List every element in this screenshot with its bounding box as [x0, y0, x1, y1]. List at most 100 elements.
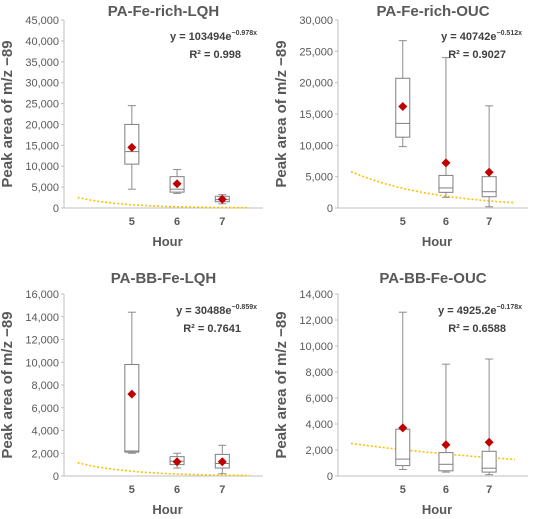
x-axis-label: Hour — [152, 234, 182, 249]
y-tick-label: 45,000 — [25, 15, 59, 27]
y-axis-label: Peak area of m/z −89 — [0, 40, 16, 187]
mean-marker — [398, 423, 408, 433]
y-axis-label: Peak area of m/z −89 — [0, 311, 16, 458]
mean-marker — [398, 101, 408, 111]
x-axis-label: Hour — [422, 502, 452, 517]
y-tick-label: 10,000 — [299, 341, 333, 353]
y-tick-label: 40,000 — [25, 36, 59, 48]
box-6 — [438, 363, 454, 473]
trendline-equation: y = 30488e−0.859x — [176, 304, 257, 317]
y-tick-label: 0 — [53, 203, 59, 215]
equation-base: y = 30488e — [176, 305, 231, 317]
y-tick-label: 4,000 — [305, 419, 333, 431]
box-iqr — [395, 428, 411, 467]
r-squared: R² = 0.998 — [189, 49, 241, 61]
box-iqr — [124, 364, 140, 453]
box-6 — [438, 57, 454, 198]
trendline-equation: y = 103494e−0.978x — [170, 30, 257, 43]
box-7 — [214, 444, 230, 475]
chart-panel-3: PA-BB-Fe-LQH Peak area of m/z −89 0 2,000 4,… — [0, 270, 263, 517]
trendline — [77, 196, 250, 209]
y-tick-label: 8,000 — [31, 380, 59, 392]
equation-exponent: −0.978x — [232, 30, 258, 37]
y-tick-label: 6,000 — [305, 393, 333, 405]
mean-marker — [172, 457, 182, 467]
y-tick-label: 0 — [53, 471, 59, 483]
y-tick-label: 8,000 — [305, 367, 333, 379]
chart-panel-2: PA-Fe-rich-OUC Peak area of m/z −89 0 5,000… — [273, 3, 528, 249]
box-5 — [395, 40, 411, 148]
box-7 — [214, 194, 230, 205]
y-tick-label: 2,000 — [31, 448, 59, 460]
y-tick-label: 6,000 — [31, 403, 59, 415]
x-axis-label: Hour — [152, 502, 182, 517]
y-tick-label: 16,000 — [25, 289, 59, 301]
r-squared: R² = 0.6588 — [448, 323, 506, 335]
y-tick-label: 25,000 — [299, 46, 333, 58]
x-tick-label: 5 — [400, 216, 406, 228]
box-iqr — [438, 452, 454, 472]
mean-marker — [127, 142, 137, 152]
y-tick-label: 0 — [327, 203, 333, 215]
x-tick-label: 6 — [443, 484, 449, 496]
x-tick-label: 5 — [129, 216, 135, 228]
chart-panel-4: PA-BB-Fe-OUC Peak area of m/z −89 0 2,000 4,… — [273, 270, 528, 517]
x-tick-label: 7 — [486, 484, 492, 496]
y-tick-label: 2,000 — [305, 445, 333, 457]
equation-base: y = 4925.2e — [438, 305, 496, 317]
chart-title: PA-Fe-rich-OUC — [376, 3, 489, 20]
y-axis-label: Peak area of m/z −89 — [273, 311, 290, 458]
y-tick-label: 10,000 — [25, 357, 59, 369]
equation-exponent: −0.859x — [232, 304, 258, 311]
equation-base: y = 103494e — [170, 31, 231, 43]
box-7 — [481, 358, 497, 476]
mean-marker — [172, 179, 182, 189]
y-tick-label: 4,000 — [31, 426, 59, 438]
r-squared: R² = 0.9027 — [448, 49, 506, 61]
y-tick-label: 5,000 — [305, 172, 333, 184]
x-tick-label: 7 — [219, 216, 225, 228]
box-iqr — [481, 176, 497, 198]
x-tick-label: 6 — [174, 216, 180, 228]
box-6 — [169, 169, 185, 194]
y-tick-label: 5,000 — [31, 182, 59, 194]
box-7 — [481, 105, 497, 208]
x-tick-label: 6 — [174, 484, 180, 496]
chart-title: PA-BB-Fe-OUC — [379, 270, 486, 287]
box-5 — [124, 311, 140, 454]
mean-marker — [217, 457, 227, 467]
y-tick-label: 14,000 — [25, 312, 59, 324]
y-tick-label: 35,000 — [25, 57, 59, 69]
y-tick-label: 30,000 — [299, 15, 333, 27]
equation-exponent: −0.178x — [497, 304, 523, 311]
mean-marker — [484, 167, 494, 177]
mean-marker — [127, 389, 137, 399]
y-tick-label: 0 — [327, 471, 333, 483]
x-tick-label: 7 — [486, 216, 492, 228]
mean-marker — [441, 440, 451, 450]
chart-panel-1: PA-Fe-rich-LQH Peak area of m/z −89 0 5,000… — [0, 3, 263, 249]
box-iqr — [481, 450, 497, 473]
mean-marker — [484, 437, 494, 447]
y-tick-label: 12,000 — [299, 315, 333, 327]
y-tick-label: 20,000 — [25, 119, 59, 131]
equation-exponent: −0.512x — [497, 30, 523, 37]
y-axis-label: Peak area of m/z −89 — [273, 40, 290, 187]
y-tick-label: 10,000 — [299, 140, 333, 152]
box-6 — [169, 452, 185, 469]
box-5 — [124, 105, 140, 190]
x-tick-label: 7 — [219, 484, 225, 496]
y-tick-label: 25,000 — [25, 99, 59, 111]
y-tick-label: 30,000 — [25, 78, 59, 90]
r-squared: R² = 0.7641 — [183, 323, 241, 335]
x-axis-label: Hour — [422, 234, 452, 249]
y-tick-label: 14,000 — [299, 289, 333, 301]
y-tick-label: 15,000 — [299, 109, 333, 121]
trendline — [77, 461, 250, 477]
trendline-equation: y = 4925.2e−0.178x — [438, 304, 522, 317]
x-tick-label: 5 — [129, 484, 135, 496]
x-tick-label: 6 — [443, 216, 449, 228]
mean-marker — [217, 194, 227, 204]
trendline — [350, 170, 516, 204]
